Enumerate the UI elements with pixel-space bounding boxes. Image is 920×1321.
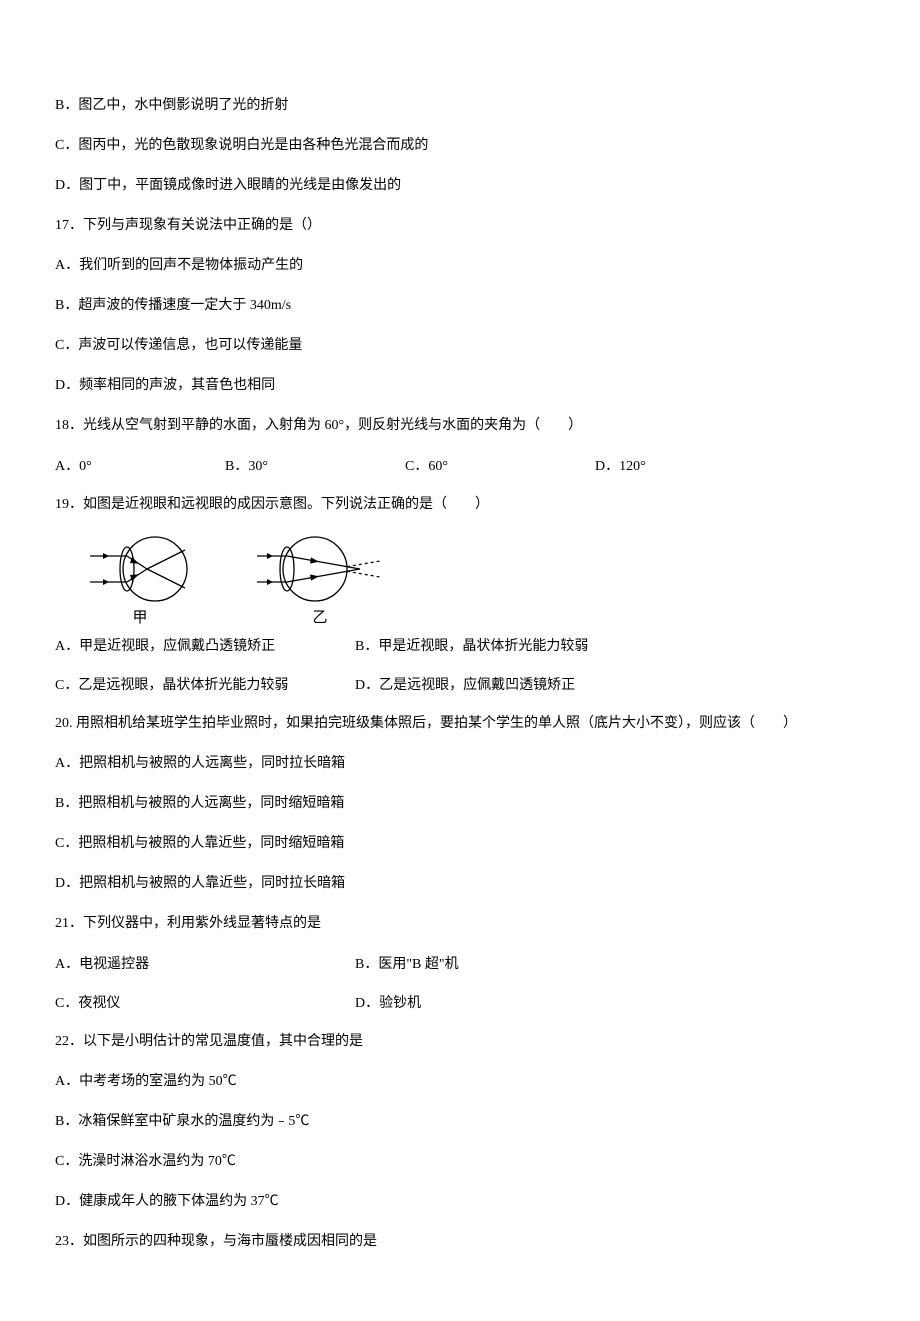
q21-choice-c: C．夜视仪: [55, 992, 355, 1012]
eye-yi-icon: [255, 534, 385, 604]
q18-choice-d: D．120°: [595, 455, 745, 475]
q22-choice-a: A．中考考场的室温约为 50℃: [55, 1071, 865, 1092]
eye-yi-label: 乙: [312, 606, 327, 627]
q18-choices-row: A．0° B．30° C．60° D．120°: [55, 455, 865, 475]
q17-choice-c: C．声波可以传递信息，也可以传递能量: [55, 335, 865, 356]
q21-choice-b: B．医用"B 超"机: [355, 953, 655, 973]
q21-stem: 21．下列仪器中，利用紫外线显著特点的是: [55, 913, 865, 934]
q18-choice-b: B．30°: [225, 455, 405, 475]
q16-choice-c: C．图丙中，光的色散现象说明白光是由各种色光混合而成的: [55, 135, 865, 156]
q20-choice-c: C．把照相机与被照的人靠近些，同时缩短暗箱: [55, 833, 865, 854]
q19-choice-a: A．甲是近视眼，应佩戴凸透镜矫正: [55, 635, 355, 655]
eye-yi-block: 乙: [255, 534, 385, 627]
q19-choice-d: D．乙是远视眼，应佩戴凹透镜矫正: [355, 674, 655, 694]
q16-choice-d: D．图丁中，平面镜成像时进入眼睛的光线是由像发出的: [55, 175, 865, 196]
q17-choice-d: D．频率相同的声波，其音色也相同: [55, 375, 865, 396]
q22-stem: 22．以下是小明估计的常见温度值，其中合理的是: [55, 1031, 865, 1052]
q18-stem: 18．光线从空气射到平静的水面，入射角为 60°，则反射光线与水面的夹角为（ ）: [55, 415, 865, 436]
q21-choice-d: D．验钞机: [355, 992, 655, 1012]
q17-stem: 17．下列与声现象有关说法中正确的是（）: [55, 215, 865, 236]
q20-choice-d: D．把照相机与被照的人靠近些，同时拉长暗箱: [55, 873, 865, 894]
q23-stem: 23．如图所示的四种现象，与海市蜃楼成因相同的是: [55, 1231, 865, 1252]
q16-choice-b: B．图乙中，水中倒影说明了光的折射: [55, 95, 865, 116]
eye-jia-label: 甲: [132, 606, 147, 627]
q21-choices-row2: C．夜视仪 D．验钞机: [55, 992, 865, 1012]
q17-choice-a: A．我们听到的回声不是物体振动产生的: [55, 255, 865, 276]
q19-choices-row1: A．甲是近视眼，应佩戴凸透镜矫正 B．甲是近视眼，晶状体折光能力较弱: [55, 635, 865, 655]
q18-choice-c: C．60°: [405, 455, 595, 475]
eye-jia-block: 甲: [85, 534, 195, 627]
q22-choice-d: D．健康成年人的腋下体温约为 37℃: [55, 1191, 865, 1212]
q19-diagram: 甲 乙: [85, 534, 865, 627]
q21-choice-a: A．电视遥控器: [55, 953, 355, 973]
q20-stem: 20. 用照相机给某班学生拍毕业照时，如果拍完班级集体照后，要拍某个学生的单人照…: [55, 713, 865, 734]
q18-choice-a: A．0°: [55, 455, 225, 475]
q22-choice-c: C．洗澡时淋浴水温约为 70℃: [55, 1151, 865, 1172]
q19-choices-row2: C．乙是远视眼，晶状体折光能力较弱 D．乙是远视眼，应佩戴凹透镜矫正: [55, 674, 865, 694]
q19-choice-c: C．乙是远视眼，晶状体折光能力较弱: [55, 674, 355, 694]
q21-choices-row1: A．电视遥控器 B．医用"B 超"机: [55, 953, 865, 973]
q20-choice-b: B．把照相机与被照的人远离些，同时缩短暗箱: [55, 793, 865, 814]
q20-choice-a: A．把照相机与被照的人远离些，同时拉长暗箱: [55, 753, 865, 774]
eye-jia-icon: [85, 534, 195, 604]
q19-stem: 19．如图是近视眼和远视眼的成因示意图。下列说法正确的是（ ）: [55, 494, 865, 515]
q19-choice-b: B．甲是近视眼，晶状体折光能力较弱: [355, 635, 655, 655]
q17-choice-b: B．超声波的传播速度一定大于 340m/s: [55, 295, 865, 316]
q22-choice-b: B．冰箱保鲜室中矿泉水的温度约为﹣5℃: [55, 1111, 865, 1132]
